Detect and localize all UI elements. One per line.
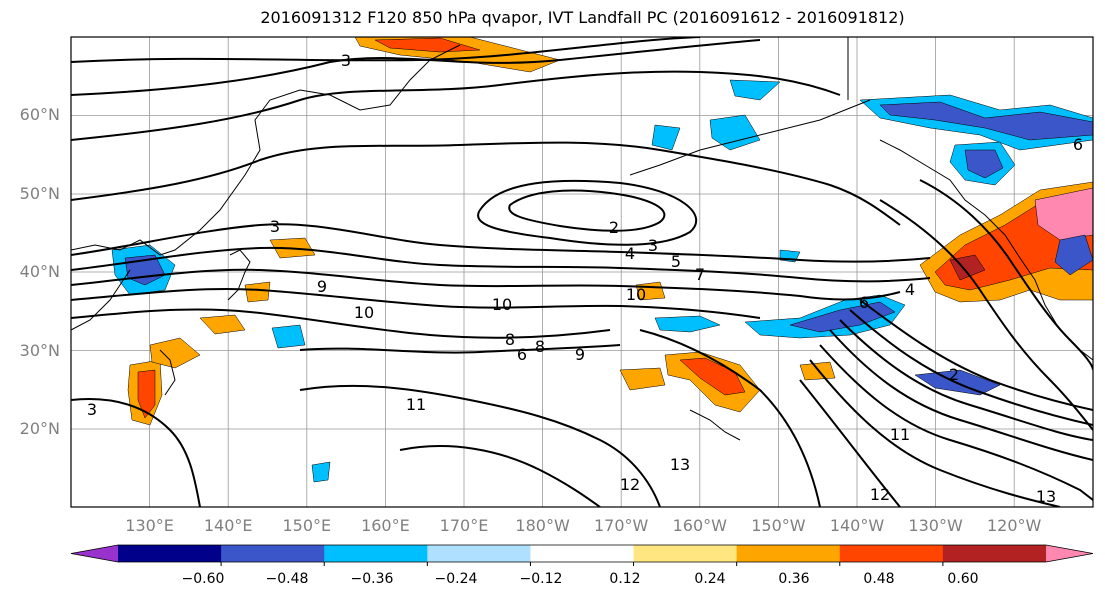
lat-label: 20°N [19, 419, 60, 438]
contour-label: 3 [648, 236, 658, 255]
plot-title: 2016091312 F120 850 hPa qvapor, IVT Land… [260, 8, 905, 27]
colorbar-segments [70, 544, 1094, 566]
contour-label: 9 [317, 277, 327, 296]
contour-label: 2 [949, 365, 959, 384]
colorbar-segment [324, 545, 428, 562]
colorbar-segment [427, 545, 531, 562]
colorbar-tick-label: −0.36 [350, 571, 394, 587]
colorbar-segment [736, 545, 841, 562]
contour-label: 11 [406, 395, 426, 414]
contour-label: 6 [1073, 135, 1083, 154]
contour-label: 13 [670, 455, 690, 474]
colorbar-tick-label: 0.36 [778, 571, 810, 587]
colorbar-segment [118, 545, 222, 562]
contour-label: 13 [1036, 487, 1056, 506]
lat-label: 30°N [19, 341, 60, 360]
contour-label: 12 [870, 485, 890, 504]
colorbar-extend-high [1046, 545, 1093, 562]
contour-label: 10 [354, 303, 374, 322]
contour-label: 4 [905, 280, 915, 299]
lat-label: 40°N [19, 262, 60, 281]
lon-label: 180°W [515, 516, 570, 535]
colorbar-segment [839, 545, 944, 562]
colorbar-extend-low [71, 545, 118, 562]
contour-label: 6 [517, 345, 527, 364]
contour-label: 4 [625, 244, 635, 263]
contour-label: 3 [341, 51, 351, 70]
colorbar-tick-label: 0.48 [863, 571, 895, 587]
colorbar-segment [530, 545, 635, 562]
colorbar-tick-label: −0.12 [519, 571, 563, 587]
contour-label: 9 [575, 345, 585, 364]
contour-label: 5 [671, 252, 681, 271]
colorbar-outline [70, 544, 1094, 563]
lon-label: 150°W [751, 516, 806, 535]
lon-label: 120°W [987, 516, 1042, 535]
colorbar-segment [633, 545, 738, 562]
lat-label: 50°N [19, 184, 60, 203]
lat-label: 60°N [19, 105, 60, 124]
lon-label: 130°W [908, 516, 963, 535]
contour-label: 3 [87, 400, 97, 419]
lon-label: 160°E [361, 516, 410, 535]
map-frame [70, 36, 1094, 508]
lon-label: 170°E [439, 516, 489, 535]
contour-label: 3 [270, 217, 280, 236]
lon-label: 170°W [594, 516, 649, 535]
lon-label: 140°E [203, 516, 253, 535]
colorbar-tick-label: −0.60 [181, 571, 225, 587]
colorbar-tick-label: −0.24 [434, 571, 478, 587]
contour-labels: 3 3 2 3 4 5 7 9 10 10 10 8 6 8 9 6 11 11… [87, 51, 1083, 506]
contour-label: 8 [535, 337, 545, 356]
colorbar-segment [221, 545, 325, 562]
lon-label: 150°E [282, 516, 332, 535]
colorbar-tick-label: −0.48 [265, 571, 309, 587]
lon-label: 140°W [829, 516, 885, 535]
contour-label: 11 [890, 425, 910, 444]
contour-label: 12 [620, 475, 640, 494]
lon-label: 130°E [125, 516, 174, 535]
contour-label: 10 [492, 295, 512, 314]
lon-label: 160°W [672, 516, 727, 535]
colorbar-tick-label: 0.12 [609, 571, 641, 587]
contour-label: 7 [695, 265, 705, 284]
ivt-contours [71, 37, 1093, 507]
contour-label: 10 [626, 285, 646, 304]
colorbar-tick-label: 0.60 [947, 571, 979, 587]
colorbar-segment [942, 545, 1047, 562]
contour-label: 2 [609, 218, 619, 237]
colorbar-tick-label: 0.24 [694, 571, 726, 587]
contour-label: 8 [505, 330, 515, 349]
contour-label: 6 [859, 293, 869, 312]
